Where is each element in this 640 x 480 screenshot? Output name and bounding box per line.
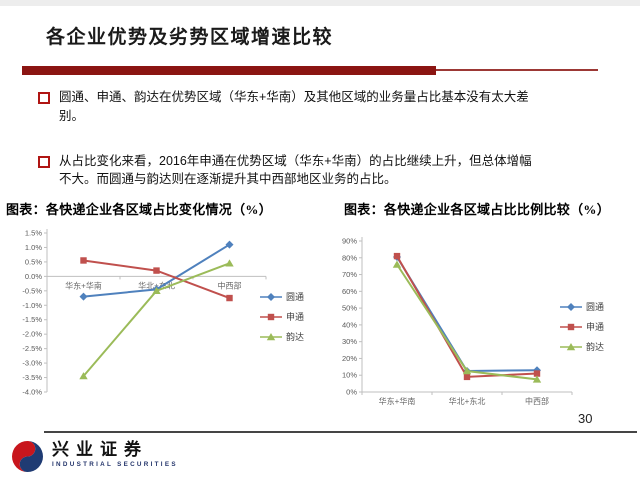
bullet-text: 圆通、申通、韵达在优势区域（华东+华南）及其他区域的业务量占比基本没有太大差别。	[59, 90, 529, 123]
y-tick-label: 90%	[342, 237, 357, 246]
title-accent-bar	[22, 66, 436, 75]
y-tick-label: -2.0%	[22, 330, 42, 339]
y-tick-label: 30%	[342, 337, 357, 346]
y-tick-label: 10%	[342, 371, 357, 380]
legend-item-0: 圆通	[260, 290, 304, 303]
legend-swatch-icon	[260, 332, 282, 340]
series-1-marker	[463, 373, 471, 381]
y-tick-label: 80%	[342, 253, 357, 262]
y-tick-label: 0%	[346, 388, 357, 397]
legend-swatch-icon	[560, 323, 582, 330]
legend-item-0: 圆通	[560, 300, 604, 313]
x-category-label: 华东+华南	[65, 280, 102, 290]
series-2-marker	[462, 367, 472, 375]
y-tick-label: -2.5%	[22, 344, 42, 353]
series-1-marker	[80, 257, 87, 264]
legend-swatch-icon	[260, 313, 282, 320]
legend-label: 韵达	[586, 342, 605, 352]
series-2-marker	[392, 260, 402, 268]
legend-marker-icon	[267, 292, 275, 301]
chart-caption-left: 图表：各快递企业各区域占比变化情况（%）	[6, 202, 273, 217]
footer-divider	[44, 431, 637, 433]
legend-swatch-icon	[560, 302, 582, 311]
y-tick-label: 1.0%	[25, 243, 42, 252]
footer-logo: 兴业证券 INDUSTRIAL SECURITIES	[12, 440, 178, 472]
series-1-marker	[226, 294, 233, 302]
series-2-marker	[79, 372, 88, 380]
title-accent-line	[436, 69, 598, 71]
legend-marker-icon	[566, 342, 576, 350]
y-tick-label: -3.5%	[22, 373, 42, 382]
legend-marker-icon	[267, 313, 275, 320]
series-2-line	[396, 263, 538, 381]
page-title: 各企业优势及劣势区域增速比较	[46, 27, 334, 48]
bullet-item: 从占比变化来看，2016年申通在优势区域（华东+华南）的占比继续上升，但总体增幅…	[38, 152, 543, 190]
y-tick-label: -4.0%	[22, 388, 42, 397]
legend-swatch-icon	[260, 292, 282, 301]
bullet-square-icon	[38, 92, 50, 104]
chart-left: 1.5% 1.0% 0.5% 0.0% -0.5% -1.0% -1.5% -2.0% -2.5…	[0, 220, 330, 425]
logo-en-text: INDUSTRIAL SECURITIES	[52, 460, 178, 468]
series-0-line	[396, 256, 538, 373]
legend-item-2: 韵达	[260, 330, 304, 343]
series-0-marker	[79, 292, 88, 301]
chart-caption-right: 图表：各快递企业各区域占比比例比较（%）	[344, 202, 611, 217]
series-0-marker	[225, 240, 234, 249]
bullet-square-icon	[38, 155, 50, 168]
logo-cn-text: 兴业证券	[52, 440, 148, 459]
page-number: 30	[578, 411, 593, 426]
series-0-marker	[533, 366, 541, 375]
x-category-label: 中西部	[525, 396, 549, 406]
legend-label: 圆通	[586, 302, 605, 312]
chart-right-legend: 圆通 申通 韵达	[560, 300, 604, 353]
chart-canvas: 1.5% 1.0% 0.5% 0.0% -0.5% -1.0% -1.5% -2.0% -2.5…	[22, 229, 267, 397]
x-category-label: 华北+东北	[449, 396, 486, 406]
series-2-line	[82, 262, 230, 377]
series-1-marker	[393, 252, 401, 260]
legend-label: 韵达	[286, 332, 305, 342]
y-tick-label: 0.0%	[25, 272, 42, 281]
legend-item-2: 韵达	[560, 340, 604, 353]
chart-left-legend: 圆通 申通 韵达	[260, 290, 304, 343]
x-category-label: 华东+华南	[379, 396, 416, 406]
legend-marker-icon	[266, 332, 276, 340]
series-2-marker	[225, 259, 234, 267]
legend-marker-icon	[567, 323, 575, 330]
x-category-label: 中西部	[218, 280, 242, 290]
bullet-text: 从占比变化来看，2016年申通在优势区域（华东+华南）的占比继续上升，但总体增幅…	[59, 153, 532, 187]
series-2-marker	[532, 375, 542, 383]
y-tick-label: 0.5%	[25, 257, 42, 266]
y-tick-label: -1.0%	[22, 301, 42, 310]
series-1-line	[396, 255, 538, 378]
y-tick-label: 60%	[342, 287, 357, 296]
series-1-marker	[533, 370, 541, 377]
bullet-item: 圆通、申通、韵达在优势区域（华东+华南）及其他区域的业务量占比基本没有太大差别。	[38, 88, 543, 126]
y-tick-label: 40%	[342, 320, 357, 329]
series-2-marker	[152, 286, 161, 295]
y-tick-label: 50%	[342, 304, 357, 313]
legend-marker-icon	[567, 302, 575, 311]
series-1-marker	[153, 267, 160, 274]
legend-label: 申通	[586, 322, 605, 332]
y-tick-label: 70%	[342, 270, 357, 279]
x-category-label: 华北+东北	[138, 280, 175, 290]
bullet-list: 圆通、申通、韵达在优势区域（华东+华南）及其他区域的业务量占比基本没有太大差别。…	[38, 88, 543, 189]
logo-swirl-icon	[12, 441, 43, 472]
y-tick-label: -0.5%	[22, 286, 42, 295]
legend-item-1: 申通	[560, 320, 604, 333]
chart-canvas: 90% 80% 70% 60% 50% 40% 30% 20% 10% 0% 华东+华南 华北+东北 中…	[342, 237, 573, 406]
legend-label: 圆通	[286, 292, 305, 302]
legend-label: 申通	[286, 312, 305, 322]
y-tick-label: -3.0%	[22, 359, 42, 368]
legend-item-1: 申通	[260, 310, 304, 323]
legend-swatch-icon	[560, 342, 582, 350]
chart-right: 90% 80% 70% 60% 50% 40% 30% 20% 10% 0% 华东+华南 华北+东北 中…	[332, 220, 640, 425]
y-tick-label: 20%	[342, 354, 357, 363]
y-tick-label: 1.5%	[25, 229, 42, 238]
logo-text: 兴业证券 INDUSTRIAL SECURITIES	[52, 440, 178, 468]
y-tick-label: -1.5%	[22, 315, 42, 324]
top-strip	[0, 0, 640, 6]
